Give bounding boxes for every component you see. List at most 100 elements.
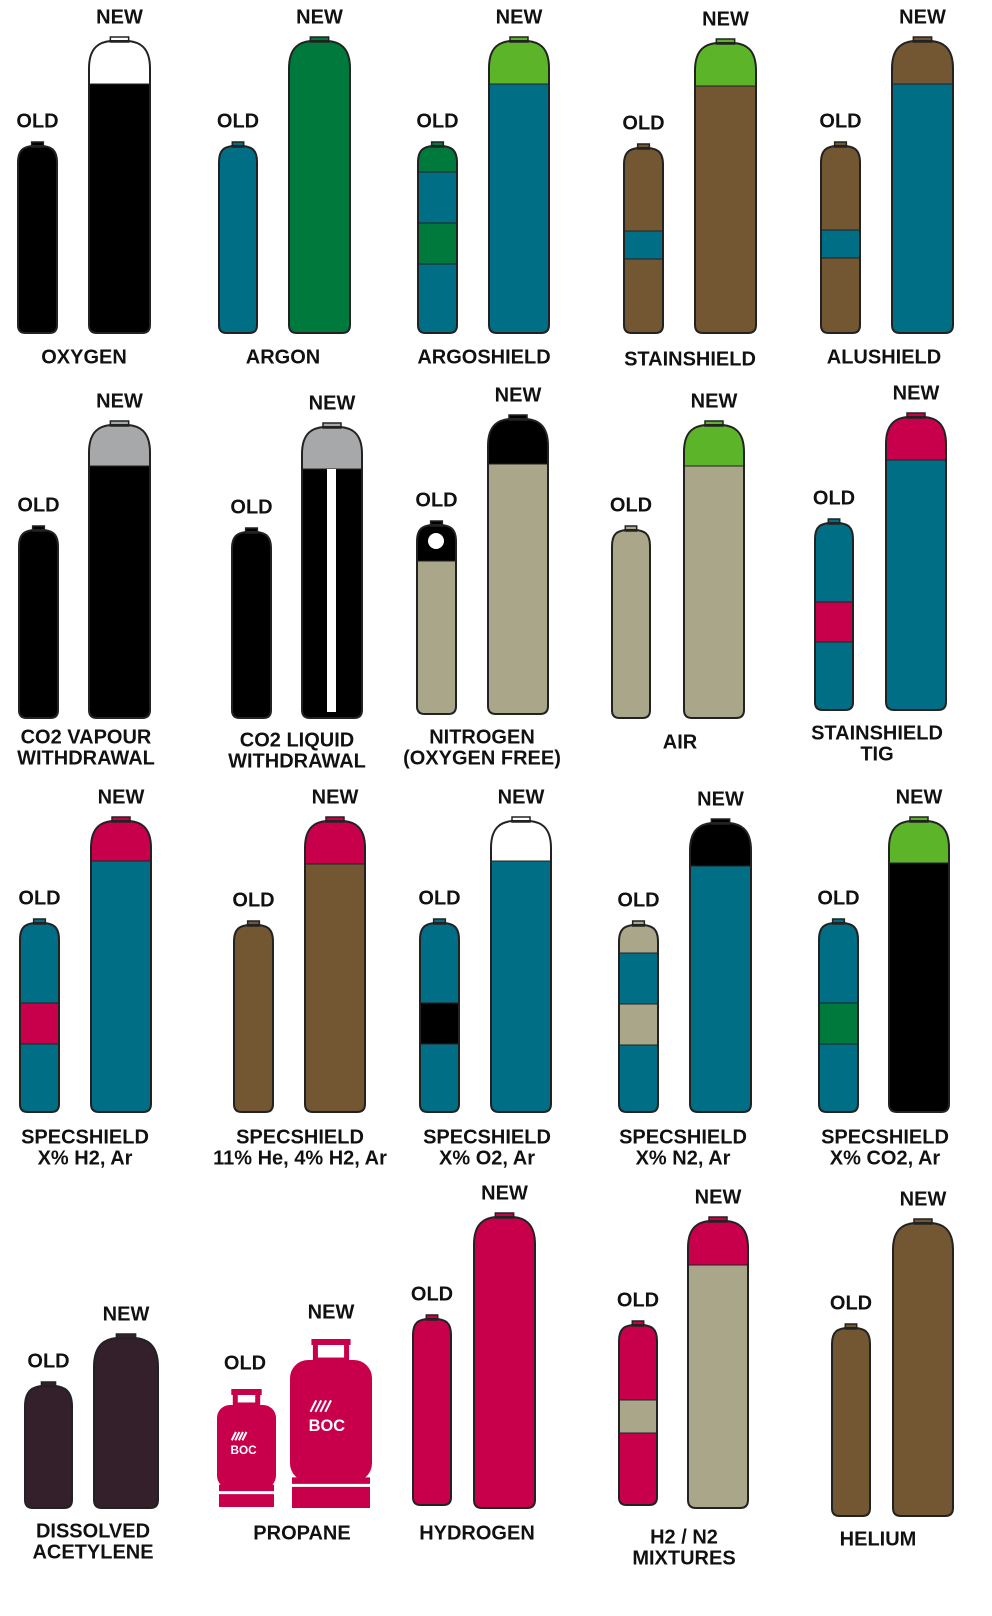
colour-band [20,1003,59,1044]
new-cylinder [489,38,549,333]
old-label: OLD [610,494,652,516]
cylinder-body [491,818,551,1112]
new-cylinder [695,40,756,333]
new-label: NEW [296,6,343,28]
old-label: OLD [416,110,458,132]
new-cylinder [688,1218,748,1508]
old-cylinder [624,145,663,333]
gas-name: STAINSHIELD [624,348,756,370]
cylinder-body [19,527,58,718]
new-label: NEW [98,786,145,808]
old-cylinder [18,143,57,333]
new-label: NEW [691,390,738,412]
cylinder-body [832,1325,870,1516]
gas-name: (OXYGEN FREE) [403,747,561,769]
gas-name: X% H2, Ar [38,1147,133,1169]
new-cylinder [94,1335,158,1508]
gas-name: DISSOLVED [36,1520,150,1542]
old-label: OLD [411,1283,453,1305]
new-label: NEW [103,1303,150,1325]
cylinder-body [219,143,257,333]
colour-band [821,230,860,258]
new-cylinder [89,422,150,718]
new-cylinder [892,38,953,333]
old-label: OLD [418,887,460,909]
new-cylinder [886,414,946,710]
colour-band [420,1003,459,1044]
new-cylinder [684,422,744,718]
new-label: NEW [697,788,744,810]
gas-name: WITHDRAWAL [17,747,155,769]
new-label: NEW [308,1301,355,1323]
cylinder-body [91,818,151,1112]
old-cylinder [821,143,860,333]
gas-name: ARGOSHIELD [417,346,550,368]
old-cylinder [815,520,853,710]
new-cylinder [474,1214,535,1508]
old-cylinder [232,529,271,718]
old-cylinder [25,1383,72,1508]
old-label: OLD [817,887,859,909]
old-label: OLD [232,889,274,911]
new-cylinder [89,38,150,333]
new-cylinder [491,818,551,1112]
colour-band [624,231,663,259]
gas-name: 11% He, 4% H2, Ar [213,1147,387,1169]
gas-name: AIR [663,731,698,753]
gas-name: SPECSHIELD [423,1126,551,1148]
new-cylinder [488,416,548,714]
gas-name: ACETYLENE [32,1541,153,1563]
gas-name: SPECSHIELD [236,1126,364,1148]
new-label: NEW [893,382,940,404]
new-label: NEW [498,786,545,808]
old-label: OLD [27,1350,69,1372]
colour-band [619,1004,658,1045]
gas-name: H2 / N2 [650,1526,718,1548]
old-cylinder [234,922,273,1112]
old-cylinder [819,920,858,1112]
old-cylinder [619,922,658,1112]
gas-name: MIXTURES [632,1547,735,1569]
cylinder-body [232,529,271,718]
old-label: OLD [819,110,861,132]
new-label: NEW [496,6,543,28]
gas-name: TIG [860,743,893,765]
gas-name: ALUSHIELD [827,346,941,368]
logo-text: BOC [309,1417,346,1435]
old-label: OLD [230,496,272,518]
old-cylinder [20,920,59,1112]
new-label: NEW [896,786,943,808]
handle-cap [311,1339,350,1345]
new-label: NEW [96,6,143,28]
propane-cylinder: BOC [217,1389,276,1507]
handle-cap [231,1389,261,1395]
liquid-stripe [327,469,336,712]
old-label: OLD [415,489,457,511]
old-cylinder [832,1325,870,1516]
new-label: NEW [312,786,359,808]
cylinder-body [612,527,650,718]
old-label: OLD [17,494,59,516]
gas-name: X% N2, Ar [636,1147,731,1169]
propane-cylinder: BOC [290,1339,372,1508]
cylinder-body [94,1335,158,1508]
old-cylinder [420,920,459,1112]
colour-band [815,602,853,642]
new-label: NEW [495,384,542,406]
gas-name: SPECSHIELD [619,1126,747,1148]
new-cylinder [893,1220,953,1516]
gas-name: HYDROGEN [419,1522,535,1544]
old-label: OLD [217,110,259,132]
cylinder-body [25,1383,72,1508]
gas-name: WITHDRAWAL [228,750,366,772]
new-label: NEW [899,6,946,28]
gas-cylinder-chart: OLDNEWOXYGENOLDNEWARGONOLDNEWARGOSHIELDO… [0,0,992,1616]
cylinder-body [18,143,57,333]
colour-band [418,223,457,264]
new-cylinder [289,38,350,333]
old-label: OLD [813,487,855,509]
gas-name: SPECSHIELD [21,1126,149,1148]
base-ring [292,1477,370,1508]
old-label: OLD [18,887,60,909]
valve-ring [428,533,444,549]
